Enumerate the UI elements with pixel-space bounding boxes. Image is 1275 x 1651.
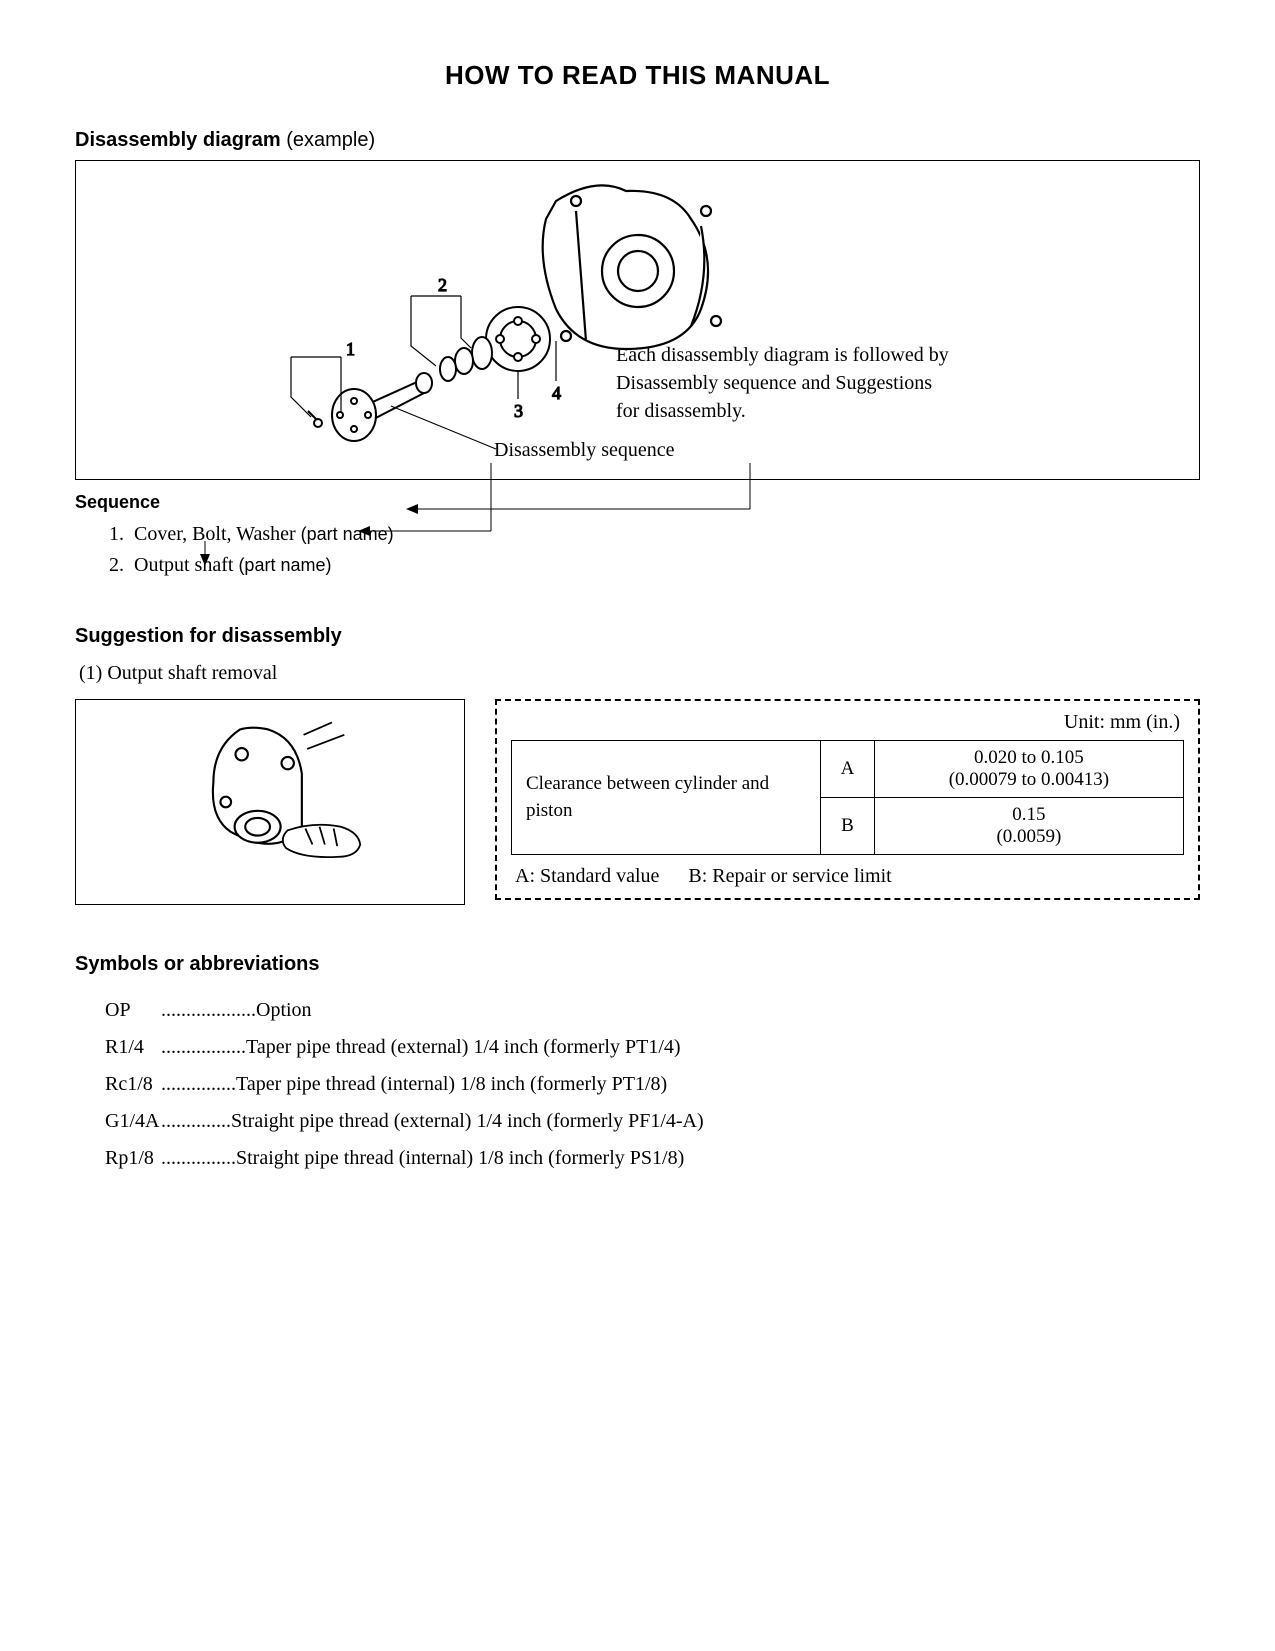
- abbrev-row: Rc1/8...............Taper pipe thread (i…: [105, 1066, 1200, 1103]
- spec-val-a-line2: (0.00079 to 0.00413): [949, 769, 1109, 790]
- table-row: Clearance between cylinder and piston A …: [512, 741, 1184, 798]
- diagram-annotation-sequence: Disassembly sequence: [494, 436, 675, 464]
- abbrev-row: OP...................Option: [105, 992, 1200, 1029]
- abbrev-row: R1/4.................Taper pipe thread (…: [105, 1029, 1200, 1066]
- abbrev-dots: ...................: [161, 999, 256, 1021]
- abbrev-desc: Option: [256, 999, 312, 1021]
- abbrev-row: G1/4A..............Straight pipe thread …: [105, 1103, 1200, 1140]
- sequence-item: 1. Cover, Bolt, Washer (part name): [109, 519, 1200, 550]
- callout-4: 4: [552, 383, 561, 403]
- sequence-item: 2. Output shaft (part name): [109, 550, 1200, 581]
- abbrev-desc: Straight pipe thread (external) 1/4 inch…: [231, 1110, 704, 1132]
- sequence-item-text: Output shaft: [134, 554, 233, 576]
- abbrev-dots: ..............: [161, 1110, 231, 1132]
- spec-unit-label: Unit: mm (in.): [511, 711, 1180, 734]
- callout-1: 1: [346, 339, 355, 359]
- abbrev-list: OP...................Option R1/4........…: [105, 992, 1200, 1177]
- spec-row-label: Clearance between cylinder and piston: [512, 741, 821, 855]
- suggestion-heading: Suggestion for disassembly: [75, 625, 1200, 648]
- sequence-item-partname: (part name): [301, 524, 394, 544]
- abbrev-dots: .................: [161, 1036, 246, 1058]
- spec-col-a: A: [821, 741, 875, 798]
- diagram-annotation-description: Each disassembly diagram is followed by …: [616, 341, 956, 425]
- abbrev-sym: G1/4A: [105, 1103, 161, 1140]
- callout-3: 3: [514, 401, 523, 421]
- spec-val-b-line1: 0.15: [1012, 804, 1045, 825]
- sequence-item-partname: (part name): [238, 555, 331, 575]
- spec-table: Clearance between cylinder and piston A …: [511, 740, 1184, 855]
- abbrev-desc: Straight pipe thread (internal) 1/8 inch…: [236, 1147, 684, 1169]
- sequence-title: Sequence: [75, 492, 1200, 513]
- abbrev-sym: OP: [105, 992, 161, 1029]
- abbrev-desc: Taper pipe thread (external) 1/4 inch (f…: [246, 1036, 681, 1058]
- spec-legend-a: A: Standard value: [515, 865, 659, 888]
- spec-box: Unit: mm (in.) Clearance between cylinde…: [495, 699, 1200, 900]
- removal-diagram-box: [75, 699, 465, 905]
- removal-drawing: [155, 712, 385, 892]
- abbrev-sym: Rc1/8: [105, 1066, 161, 1103]
- sequence-item-num: 2.: [109, 554, 124, 576]
- sequence-item-num: 1.: [109, 523, 124, 545]
- suggestion-item: (1) Output shaft removal: [79, 662, 1200, 685]
- disassembly-heading: Disassembly diagram (example): [75, 129, 1200, 152]
- callout-2: 2: [438, 275, 447, 295]
- spec-val-a: 0.020 to 0.105 (0.00079 to 0.00413): [874, 741, 1183, 798]
- abbrev-sym: R1/4: [105, 1029, 161, 1066]
- abbrev-desc: Taper pipe thread (internal) 1/8 inch (f…: [236, 1073, 667, 1095]
- spec-val-b: 0.15 (0.0059): [874, 798, 1183, 855]
- abbrev-sym: Rp1/8: [105, 1140, 161, 1177]
- spec-col-b: B: [821, 798, 875, 855]
- page-title: HOW TO READ THIS MANUAL: [75, 60, 1200, 91]
- abbrev-row: Rp1/8...............Straight pipe thread…: [105, 1140, 1200, 1177]
- spec-legend-b: B: Repair or service limit: [688, 865, 891, 888]
- sequence-list: 1. Cover, Bolt, Washer (part name) 2. Ou…: [109, 519, 1200, 581]
- spec-val-b-line2: (0.0059): [996, 826, 1061, 847]
- disassembly-heading-bold: Disassembly diagram: [75, 129, 281, 151]
- spec-legend: A: Standard value B: Repair or service l…: [511, 865, 1184, 888]
- sequence-item-text: Cover, Bolt, Washer: [134, 523, 296, 545]
- abbrev-heading: Symbols or abbreviations: [75, 953, 1200, 976]
- abbrev-dots: ...............: [161, 1147, 236, 1169]
- disassembly-heading-light: (example): [281, 129, 375, 151]
- disassembly-diagram-box: 1 2 3 4 Each disassembly diagram is foll…: [75, 160, 1200, 480]
- spec-val-a-line1: 0.020 to 0.105: [974, 747, 1084, 768]
- abbrev-dots: ...............: [161, 1073, 236, 1095]
